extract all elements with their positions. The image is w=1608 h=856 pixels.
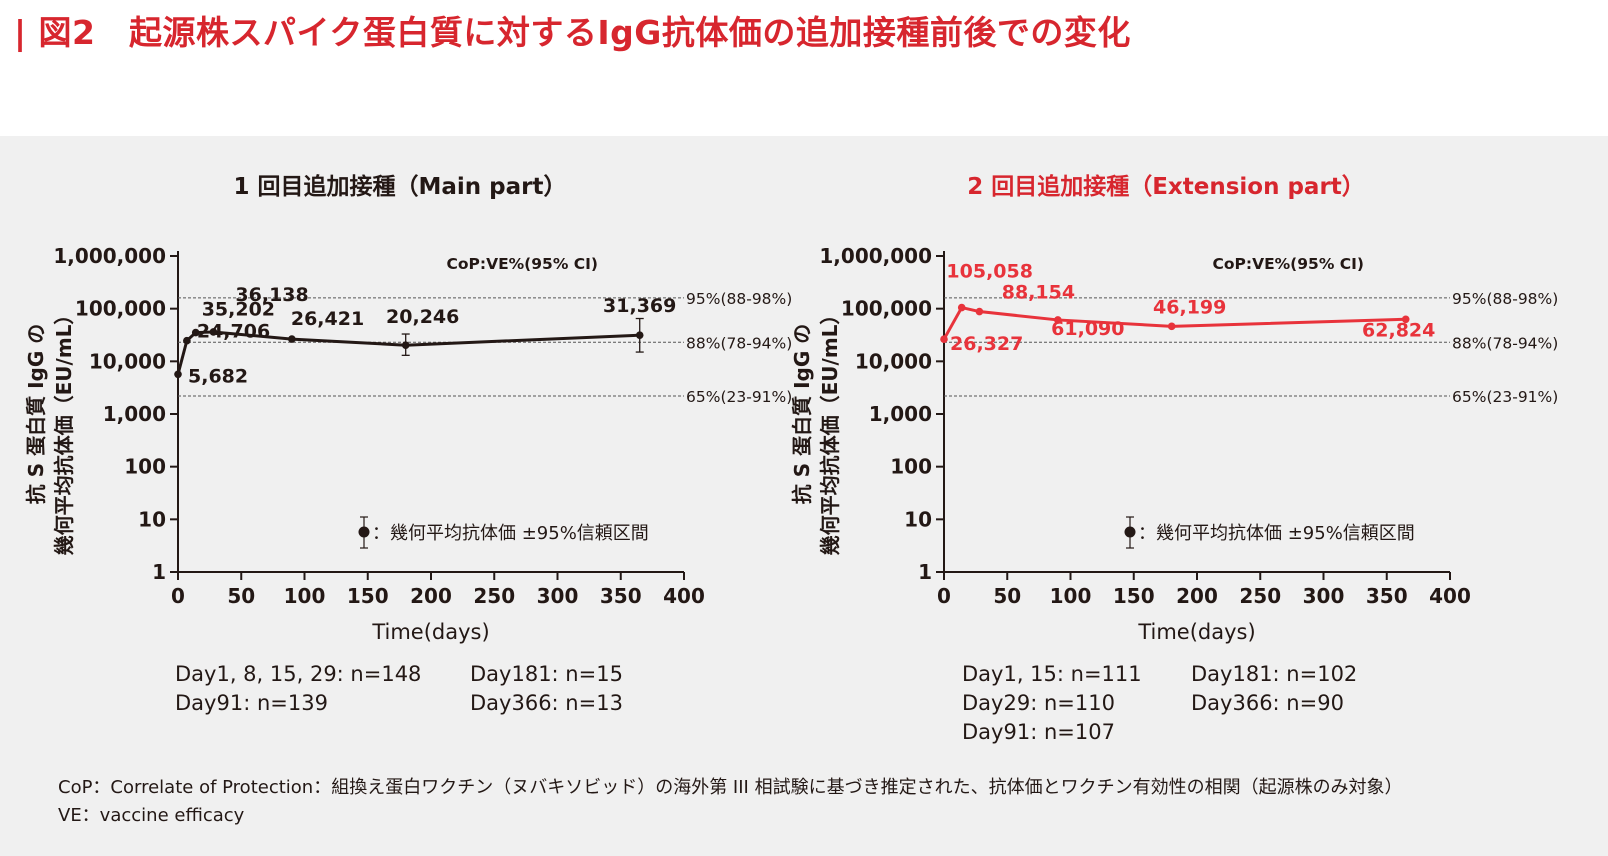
- data-point: [975, 307, 984, 316]
- legend-marker: [1124, 526, 1136, 538]
- y-tick-label: 100,000: [841, 297, 932, 321]
- x-tick-label: 400: [663, 584, 705, 608]
- data-label: 88,154: [1002, 282, 1075, 304]
- footnotes: CoP：Correlate of Protection：組換え蛋白ワクチン（ヌバ…: [58, 774, 1403, 830]
- data-point: [191, 328, 200, 337]
- y-axis-title-line1: 抗 S 蛋白質 IgG の: [24, 324, 48, 504]
- data-point: [209, 328, 218, 336]
- legend-text: ：幾何平均抗体価 ±95%信頼区間: [1138, 523, 1415, 544]
- x-tick-label: 100: [1050, 584, 1092, 608]
- x-tick-label: 300: [537, 584, 579, 608]
- x-tick-label: 100: [284, 584, 326, 608]
- data-label: 105,058: [946, 261, 1033, 283]
- n-note: Day366: n=90: [1191, 691, 1344, 715]
- n-note: Day181: n=15: [470, 662, 623, 686]
- y-tick-label: 10,000: [89, 349, 166, 373]
- y-axis-title-line2: 幾何平均抗体価（EU/mL）: [52, 305, 76, 556]
- chart-title: 1 回目追加接種（Main part）: [233, 173, 566, 200]
- n-note: Day91: n=107: [962, 720, 1115, 744]
- n-note: Day1, 15: n=111: [962, 662, 1142, 686]
- data-point: [635, 331, 644, 339]
- x-tick-label: 50: [993, 584, 1021, 608]
- n-note: Day29: n=110: [962, 691, 1115, 715]
- data-point: [288, 335, 296, 343]
- y-tick-label: 1,000: [869, 402, 932, 426]
- chart-main-part: 1 回目追加接種（Main part） 1 10 100 1,000 10,000 100,…: [24, 173, 792, 644]
- chart-title: 2 回目追加接種（Extension part）: [967, 173, 1365, 200]
- y-axis-title-line1: 抗 S 蛋白質 IgG の: [790, 324, 814, 504]
- y-tick-label: 100: [124, 455, 166, 479]
- y-tick-label: 1: [918, 560, 932, 584]
- data-label: 61,090: [1051, 318, 1124, 340]
- data-label: 20,246: [386, 306, 459, 328]
- y-tick-label: 10,000: [855, 349, 932, 373]
- y-tick-label: 1,000,000: [819, 244, 932, 268]
- y-tick-label: 100,000: [75, 297, 166, 321]
- y-tick-label: 1,000: [103, 402, 166, 426]
- legend-text: ：幾何平均抗体価 ±95%信頼区間: [372, 523, 649, 544]
- n-note: Day181: n=102: [1191, 662, 1358, 686]
- data-label: 26,327: [950, 333, 1023, 355]
- x-tick-label: 350: [1366, 584, 1408, 608]
- reference-label: 65%(23-91%): [1452, 388, 1558, 406]
- n-notes-main-col1: Day1, 8, 15, 29: n=148 Day91: n=139: [175, 660, 421, 718]
- data-point: [1401, 315, 1410, 324]
- data-label: 35,202: [202, 299, 275, 321]
- footnote-ve: VE：vaccine efficacy: [58, 805, 245, 826]
- x-tick-label: 200: [1176, 584, 1218, 608]
- data-label: 26,421: [291, 308, 364, 330]
- x-tick-label: 150: [1113, 584, 1155, 608]
- n-notes-ext-col1: Day1, 15: n=111 Day29: n=110 Day91: n=10…: [962, 660, 1142, 747]
- reference-label: 65%(23-91%): [686, 388, 792, 406]
- y-tick-label: 1,000,000: [53, 244, 166, 268]
- data-label: 5,682: [188, 365, 248, 387]
- x-tick-label: 250: [473, 584, 515, 608]
- x-tick-label: 150: [347, 584, 389, 608]
- data-label: 36,138: [235, 284, 308, 306]
- data-point: [1167, 322, 1176, 331]
- footnote-cop: CoP：Correlate of Protection：組換え蛋白ワクチン（ヌバ…: [58, 777, 1403, 798]
- cop-title: CoP:VE%(95% CI): [446, 255, 598, 273]
- x-tick-label: 350: [600, 584, 642, 608]
- x-tick-label: 0: [937, 584, 951, 608]
- y-axis-title-line2: 幾何平均抗体価（EU/mL）: [818, 305, 842, 556]
- x-tick-label: 0: [171, 584, 185, 608]
- n-note: Day91: n=139: [175, 691, 328, 715]
- page-title: | 図2 起源株スパイク蛋白質に対するIgG抗体価の追加接種前後での変化: [14, 13, 1131, 52]
- x-tick-label: 400: [1429, 584, 1471, 608]
- n-notes-ext-col2: Day181: n=102 Day366: n=90: [1191, 660, 1357, 718]
- reference-label: 88%(78-94%): [686, 334, 792, 352]
- chart-extension-part: 2 回目追加接種（Extension part） 1 10 100 1,000 10,00…: [790, 173, 1558, 644]
- reference-label: 95%(88-98%): [686, 290, 792, 308]
- x-axis-title: Time(days): [1137, 620, 1255, 644]
- data-label: 31,369: [603, 295, 676, 317]
- x-axis-title: Time(days): [371, 620, 489, 644]
- data-label: 62,824: [1362, 319, 1435, 341]
- figure-panel: [0, 136, 1608, 856]
- y-tick-label: 10: [138, 507, 166, 531]
- data-point: [957, 303, 966, 312]
- n-note: Day366: n=13: [470, 691, 623, 715]
- reference-label: 95%(88-98%): [1452, 290, 1558, 308]
- data-point: [183, 336, 191, 345]
- x-tick-label: 250: [1239, 584, 1281, 608]
- n-notes-main-col2: Day181: n=15 Day366: n=13: [470, 660, 623, 718]
- y-tick-label: 1: [152, 560, 166, 584]
- x-tick-label: 300: [1303, 584, 1345, 608]
- x-tick-label: 50: [227, 584, 255, 608]
- data-point: [401, 341, 410, 349]
- x-tick-label: 200: [410, 584, 452, 608]
- series-line: [942, 305, 1406, 340]
- data-point: [174, 370, 182, 379]
- y-tick-label: 100: [890, 455, 932, 479]
- cop-title: CoP:VE%(95% CI): [1212, 255, 1364, 273]
- n-note: Day1, 8, 15, 29: n=148: [175, 662, 422, 686]
- reference-label: 88%(78-94%): [1452, 334, 1558, 352]
- data-label: 46,199: [1153, 296, 1226, 318]
- data-point: [940, 335, 948, 343]
- data-point: [1054, 316, 1062, 324]
- legend-marker: [358, 526, 370, 538]
- data-label: 24,706: [197, 321, 270, 343]
- y-tick-label: 10: [904, 507, 932, 531]
